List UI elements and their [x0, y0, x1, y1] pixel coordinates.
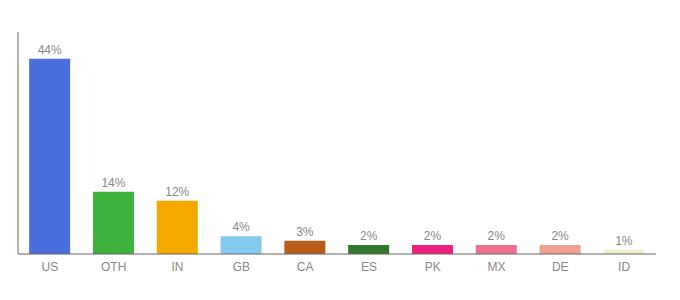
svg-text:3%: 3%: [296, 225, 314, 239]
svg-text:PK: PK: [425, 260, 441, 274]
svg-text:IN: IN: [172, 260, 184, 274]
svg-text:US: US: [42, 260, 59, 274]
svg-text:14%: 14%: [101, 176, 125, 190]
svg-text:2%: 2%: [551, 229, 569, 243]
svg-text:ID: ID: [618, 260, 630, 274]
svg-text:DE: DE: [552, 260, 569, 274]
svg-text:44%: 44%: [38, 43, 62, 57]
svg-text:1%: 1%: [615, 234, 633, 248]
svg-text:MX: MX: [488, 260, 506, 274]
svg-text:CA: CA: [297, 260, 314, 274]
svg-text:GB: GB: [233, 260, 250, 274]
svg-text:2%: 2%: [424, 229, 442, 243]
svg-text:OTH: OTH: [101, 260, 126, 274]
svg-text:2%: 2%: [360, 229, 378, 243]
svg-text:4%: 4%: [232, 220, 250, 234]
svg-text:ES: ES: [361, 260, 377, 274]
svg-text:12%: 12%: [165, 185, 189, 199]
svg-text:2%: 2%: [488, 229, 506, 243]
